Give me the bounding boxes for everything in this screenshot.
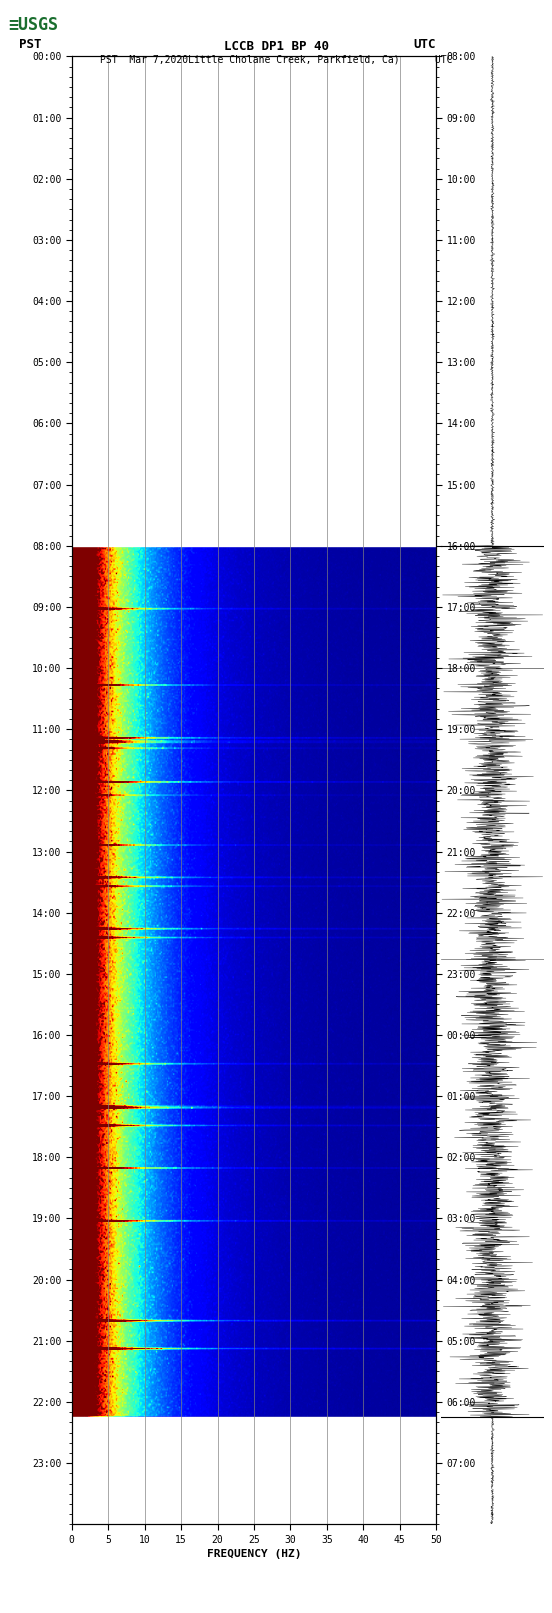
Text: PST  Mar 7,2020Little Cholane Creek, Parkfield, Ca)      UTC: PST Mar 7,2020Little Cholane Creek, Park… — [100, 55, 452, 65]
Text: PST: PST — [19, 37, 41, 50]
Bar — [72, 1418, 436, 1524]
X-axis label: FREQUENCY (HZ): FREQUENCY (HZ) — [207, 1548, 301, 1558]
Text: LCCB DP1 BP 40: LCCB DP1 BP 40 — [224, 40, 328, 53]
Text: ≡USGS: ≡USGS — [8, 16, 59, 34]
Bar — [72, 56, 436, 545]
Text: UTC: UTC — [414, 37, 436, 50]
